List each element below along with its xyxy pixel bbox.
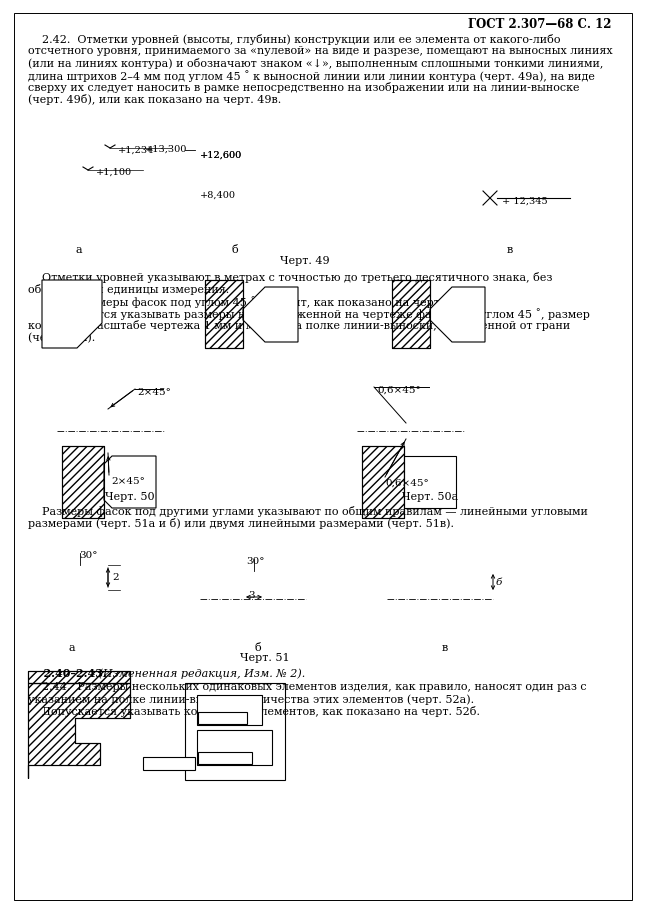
Text: 0,6×45°: 0,6×45°	[385, 479, 429, 488]
Text: +1,100: +1,100	[96, 168, 132, 177]
Polygon shape	[28, 671, 130, 683]
Polygon shape	[42, 280, 102, 348]
Text: которой в масштабе чертежа 1 мм и менее, на полке линии-выноски, проведенной от : которой в масштабе чертежа 1 мм и менее,…	[28, 320, 570, 331]
Text: в: в	[442, 643, 448, 653]
Polygon shape	[28, 683, 130, 778]
Text: Черт. 50а: Черт. 50а	[402, 492, 458, 502]
Text: а: а	[76, 245, 82, 255]
Text: б: б	[255, 643, 262, 653]
Text: (черт. 50а).: (черт. 50а).	[28, 332, 95, 342]
Text: (или на линиях контура) и обозначают знаком «↓», выполненным сплошными тонкими л: (или на линиях контура) и обозначают зна…	[28, 58, 603, 69]
Text: 2×45°: 2×45°	[137, 388, 171, 397]
Text: сверху их следует наносить в рамке непосредственно на изображении или на линии-в: сверху их следует наносить в рамке непос…	[28, 82, 579, 93]
Polygon shape	[198, 752, 252, 764]
Text: размерами (черт. 51а и б) или двумя линейными размерами (черт. 51в).: размерами (черт. 51а и б) или двумя лине…	[28, 518, 454, 529]
Text: Допускается указывать количество элементов, как показано на черт. 52б.: Допускается указывать количество элемент…	[28, 706, 480, 717]
Text: 0,6×45°: 0,6×45°	[377, 386, 421, 395]
Text: б: б	[232, 245, 238, 255]
Polygon shape	[185, 683, 285, 780]
Text: 3: 3	[249, 591, 255, 600]
Text: а: а	[68, 643, 76, 653]
Text: в: в	[507, 245, 513, 255]
Text: 2.44.  Размеры нескольких одинаковых элементов изделия, как правило, наносят оди: 2.44. Размеры нескольких одинаковых элем…	[28, 682, 587, 692]
Polygon shape	[243, 287, 298, 342]
Text: 2: 2	[112, 573, 119, 582]
Polygon shape	[205, 280, 243, 348]
Text: 30°: 30°	[79, 551, 98, 560]
Text: Черт. 51: Черт. 51	[240, 653, 290, 663]
Text: Отметки уровней указывают в метрах с точностью до третьего десятичного знака, бе: Отметки уровней указывают в метрах с точ…	[28, 272, 552, 283]
Text: отсчетного уровня, принимаемого за «nулевой» на виде и разрезе, помещают на выно: отсчетного уровня, принимаемого за «nуле…	[28, 46, 612, 56]
Text: +12,600: +12,600	[200, 151, 242, 160]
Polygon shape	[62, 446, 104, 518]
Polygon shape	[430, 287, 485, 342]
Text: ГОСТ 2.307—68 С. 12: ГОСТ 2.307—68 С. 12	[468, 18, 612, 31]
Text: 2.42.  Отметки уровней (высоты, глубины) конструкции или ее элемента от какого-л: 2.42. Отметки уровней (высоты, глубины) …	[28, 34, 561, 45]
Text: указанием на полке линии-выноски количества этих элементов (черт. 52а).: указанием на полке линии-выноски количес…	[28, 694, 474, 705]
Text: 2.43.  Размеры фасок под углом 45 ˚ наносят, как показано на черт. 50.: 2.43. Размеры фасок под углом 45 ˚ нанос…	[28, 296, 464, 308]
Polygon shape	[197, 730, 272, 765]
Text: (черт. 49б), или как показано на черт. 49в.: (черт. 49б), или как показано на черт. 4…	[28, 94, 281, 105]
Text: 30°: 30°	[246, 557, 264, 566]
Text: + 12,345: + 12,345	[502, 197, 548, 206]
Text: (Измененная редакция, Изм. № 2).: (Измененная редакция, Изм. № 2).	[95, 668, 306, 678]
Text: Размеры фасок под другими углами указывают по общим правилам — линейными угловым: Размеры фасок под другими углами указыва…	[28, 506, 588, 517]
Text: Черт. 49: Черт. 49	[280, 256, 330, 266]
Polygon shape	[197, 695, 262, 725]
Text: Допускается указывать размеры не изображенной на чертеже фаски под углом 45 ˚, р: Допускается указывать размеры не изображ…	[28, 308, 590, 320]
Text: +1,234: +1,234	[118, 146, 154, 155]
Polygon shape	[404, 456, 456, 508]
Text: 2.40–2.43.: 2.40–2.43.	[28, 668, 107, 679]
Text: +8,400: +8,400	[200, 191, 236, 200]
Text: Черт. 50: Черт. 50	[105, 492, 155, 502]
Text: +13,300: +13,300	[145, 145, 187, 154]
Text: длина штрихов 2–4 мм под углом 45 ˚ к выносной линии или линии контура (черт. 49: длина штрихов 2–4 мм под углом 45 ˚ к вы…	[28, 70, 595, 82]
Polygon shape	[198, 712, 247, 724]
Text: б: б	[496, 578, 503, 587]
Polygon shape	[392, 280, 430, 348]
Text: 2×45°: 2×45°	[111, 477, 145, 486]
Polygon shape	[362, 446, 404, 518]
Text: +12,600: +12,600	[200, 151, 242, 160]
Polygon shape	[104, 456, 156, 508]
Polygon shape	[143, 757, 195, 770]
Text: обозначения единицы измерения.: обозначения единицы измерения.	[28, 284, 229, 295]
